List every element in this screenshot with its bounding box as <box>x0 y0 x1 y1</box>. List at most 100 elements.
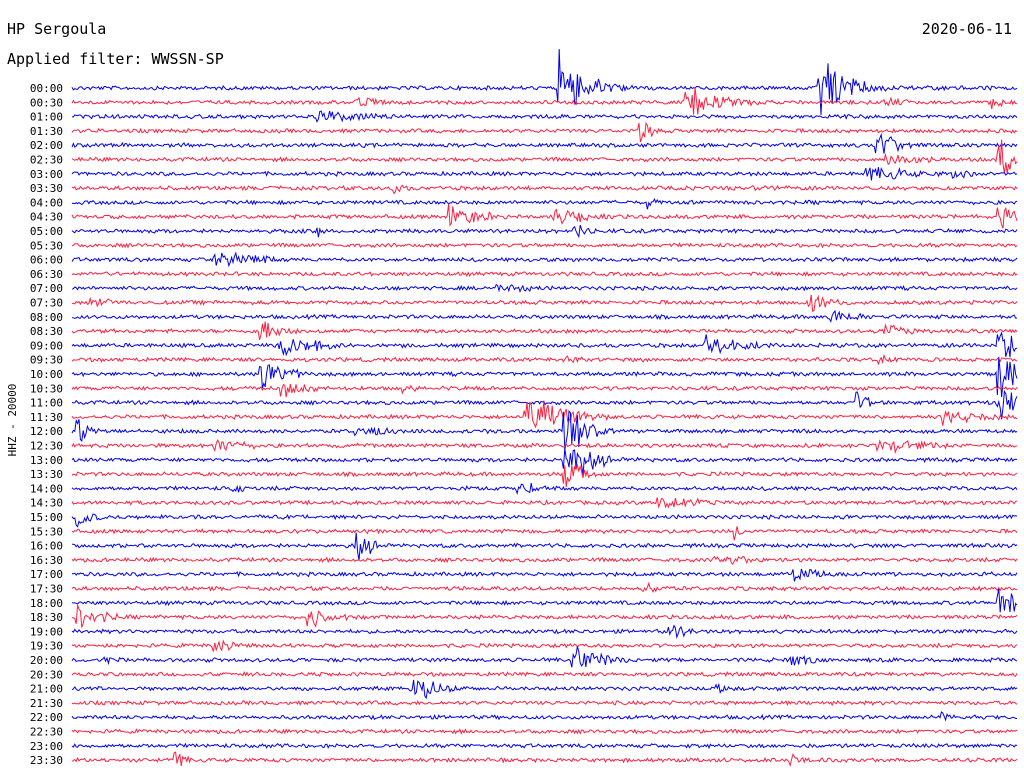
time-label: 18:30 <box>30 611 63 624</box>
time-label: 22:30 <box>30 726 63 739</box>
time-label: 05:30 <box>30 239 63 252</box>
trace-1130 <box>71 400 1018 429</box>
trace-2230 <box>71 728 1018 735</box>
trace-1830 <box>71 604 1018 628</box>
time-label: 01:00 <box>30 111 63 124</box>
trace-0330 <box>71 184 1018 195</box>
trace-1200 <box>71 409 1018 450</box>
trace-1330 <box>71 463 1018 488</box>
time-label: 05:00 <box>30 225 63 238</box>
trace-group <box>71 49 1018 768</box>
time-label: 11:00 <box>30 397 63 410</box>
time-label: 09:30 <box>30 354 63 367</box>
time-label: 06:30 <box>30 268 63 281</box>
time-label: 23:30 <box>30 754 63 767</box>
time-label: 12:30 <box>30 440 63 453</box>
time-label: 22:00 <box>30 711 63 724</box>
time-label: 09:00 <box>30 339 63 352</box>
trace-1630 <box>71 555 1018 565</box>
trace-0830 <box>71 321 1018 341</box>
y-axis-label: HHZ - 20000 <box>6 384 19 457</box>
time-label: 14:00 <box>30 482 63 495</box>
time-label: 20:30 <box>30 668 63 681</box>
station-name: HP Sergoula <box>7 20 107 38</box>
time-label: 18:00 <box>30 597 63 610</box>
trace-0630 <box>71 270 1018 278</box>
time-label: 04:30 <box>30 211 63 224</box>
trace-2300 <box>71 742 1018 750</box>
time-label: 01:30 <box>30 125 63 138</box>
trace-0730 <box>71 294 1018 313</box>
trace-0200 <box>71 132 1018 154</box>
time-label: 16:00 <box>30 540 63 553</box>
trace-0300 <box>71 166 1018 181</box>
time-label: 06:00 <box>30 254 63 267</box>
time-label: 10:00 <box>30 368 63 381</box>
trace-1600 <box>72 532 1018 561</box>
time-label: 03:30 <box>30 182 63 195</box>
trace-1430 <box>71 497 1018 509</box>
trace-1100 <box>71 389 1018 420</box>
trace-1300 <box>71 448 1018 475</box>
date-label: 2020-06-11 <box>921 20 1012 38</box>
filter-label: Applied filter: WWSSN-SP <box>7 50 224 68</box>
time-label: 12:00 <box>30 425 63 438</box>
trace-0000 <box>71 49 1018 115</box>
time-label: 19:30 <box>30 640 63 653</box>
trace-0930 <box>71 353 1018 366</box>
time-label: 21:30 <box>30 697 63 710</box>
trace-2000 <box>71 646 1018 668</box>
time-label: 03:00 <box>30 168 63 181</box>
time-label: 13:30 <box>30 468 63 481</box>
time-label: 08:30 <box>30 325 63 338</box>
trace-2030 <box>71 671 1018 678</box>
trace-1500 <box>71 513 1018 528</box>
trace-1700 <box>71 568 1018 582</box>
trace-0500 <box>71 224 1018 239</box>
time-label: 07:00 <box>30 282 63 295</box>
trace-0900 <box>71 331 1018 358</box>
trace-1900 <box>71 624 1018 639</box>
trace-2330 <box>71 751 1018 768</box>
time-label: 10:30 <box>30 382 63 395</box>
trace-1000 <box>71 356 1018 398</box>
time-label: 07:30 <box>30 297 63 310</box>
trace-2200 <box>71 711 1018 722</box>
time-label: 17:00 <box>30 568 63 581</box>
time-label: 11:30 <box>30 411 63 424</box>
trace-1930 <box>71 639 1018 652</box>
trace-1230 <box>71 438 1017 455</box>
trace-1530 <box>71 526 1018 541</box>
trace-0700 <box>71 283 1018 293</box>
time-label: 16:30 <box>30 554 63 567</box>
trace-2100 <box>71 679 1018 700</box>
time-label: 02:00 <box>30 139 63 152</box>
trace-0100 <box>71 110 1018 123</box>
time-label: 19:00 <box>30 625 63 638</box>
trace-2130 <box>71 699 1018 707</box>
time-label: 08:00 <box>30 311 63 324</box>
time-label: 21:00 <box>30 683 63 696</box>
time-label: 04:00 <box>30 196 63 209</box>
time-label: 02:30 <box>30 154 63 167</box>
trace-1800 <box>71 588 1018 613</box>
trace-1400 <box>71 483 1018 496</box>
trace-0030 <box>71 87 1018 115</box>
time-label: 20:00 <box>30 654 63 667</box>
trace-1730 <box>71 581 1018 594</box>
trace-0800 <box>71 309 1018 323</box>
time-label: 15:30 <box>30 525 63 538</box>
trace-1030 <box>71 383 1018 398</box>
time-label: 15:00 <box>30 511 63 524</box>
time-label: 14:30 <box>30 497 63 510</box>
trace-0230 <box>71 139 1018 174</box>
trace-0130 <box>71 121 1018 143</box>
trace-0530 <box>71 242 1018 249</box>
time-label: 23:00 <box>30 740 63 753</box>
trace-0400 <box>71 198 1018 210</box>
trace-0430 <box>71 203 1018 229</box>
time-label: 00:00 <box>30 82 63 95</box>
trace-0600 <box>71 251 1018 268</box>
